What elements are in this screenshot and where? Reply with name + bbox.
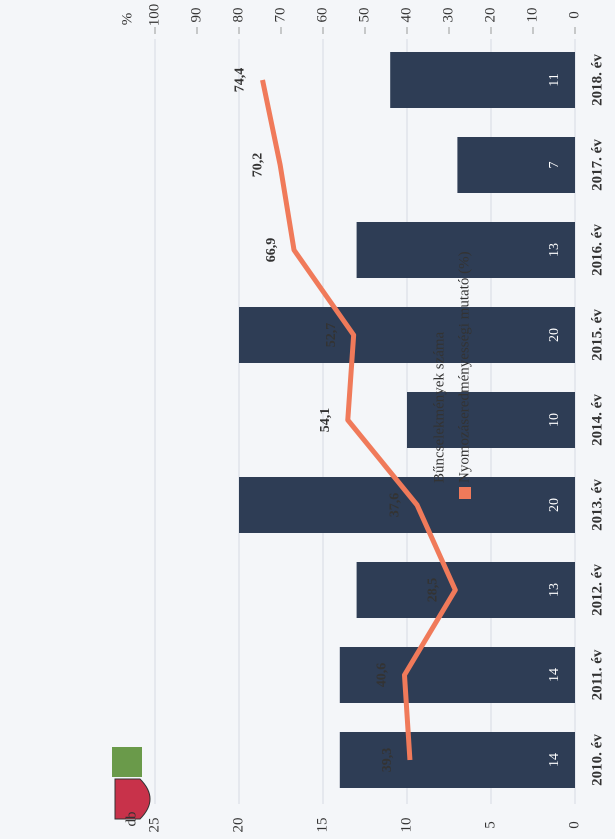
rotated-chart: 0 5 10 15 20 25 0 10 20 30 40 50 60 70 80 90 100 db% 2010.… [112,4,605,833]
bar [339,732,575,788]
line-value-label: 40,6 [375,663,390,688]
bar-value-label: 14 [547,753,562,767]
y-axis-title: db [123,812,139,827]
legend-swatch [434,487,446,499]
y-tick-label: 25 [146,818,162,833]
logo [112,747,151,820]
bar-value-label: 7 [547,162,562,169]
x-tick-label: 2011. év [589,649,605,700]
y2-tick-label: 80 [230,8,246,23]
bar [356,562,575,618]
bar [239,477,575,533]
y2-tick-label: 90 [188,8,204,23]
x-tick-label: 2013. év [589,479,605,531]
y2-tick-label: 40 [398,8,414,23]
bar-value-label: 13 [547,243,562,257]
x-tick-label: 2017. év [589,139,605,191]
line-value-label: 66,9 [264,238,279,263]
x-tick-label: 2014. év [589,394,605,446]
legend-label: Bűncselekmények száma [431,331,447,483]
bar-value-label: 20 [547,328,562,342]
y-tick-label: 15 [314,818,330,833]
bar-value-label: 14 [547,668,562,682]
bar [239,307,575,363]
bar [390,52,576,108]
y-tick-label: 5 [482,821,498,829]
line-value-label: 28,5 [426,578,441,603]
y2-tick-label: 100 [146,4,162,27]
bar-value-label: 10 [547,413,562,427]
y-tick-label: 20 [230,818,246,833]
y2-tick-label: 10 [524,8,540,23]
bar-value-label: 13 [547,583,562,597]
bar [457,137,575,193]
line-value-label: 52,7 [324,323,339,348]
legend-label: Nyomozáseredményességi mutató (%) [456,251,472,483]
x-tick-label: 2012. év [589,564,605,616]
y2-tick-label: 50 [356,8,372,23]
line [260,79,458,761]
y2-tick-label: 60 [314,8,330,23]
bar [407,392,575,448]
y2-tick-label: 70 [272,8,288,23]
y2-tick-label: 20 [482,8,498,23]
bar [339,647,575,703]
x-tick-label: 2010. év [589,734,605,786]
y-tick-label: 10 [398,818,414,833]
legend-swatch [459,487,471,499]
y-tick-label: 0 [566,821,582,829]
x-tick-label: 2016. év [589,224,605,276]
bar-value-label: 20 [547,498,562,512]
bar-value-label: 11 [547,73,562,86]
y2-tick-label: 30 [440,8,456,23]
bar [356,222,575,278]
y2-axis-title: % [119,13,135,26]
y2-tick-label: 0 [566,11,582,19]
line-value-label: 70,2 [250,153,265,178]
line-value-label: 74,4 [233,68,248,93]
line-value-label: 39,3 [380,748,395,773]
line-value-label: 54,1 [318,408,333,433]
x-tick-label: 2015. év [589,309,605,361]
line-value-label: 37,6 [387,493,402,518]
x-tick-label: 2018. év [589,54,605,106]
